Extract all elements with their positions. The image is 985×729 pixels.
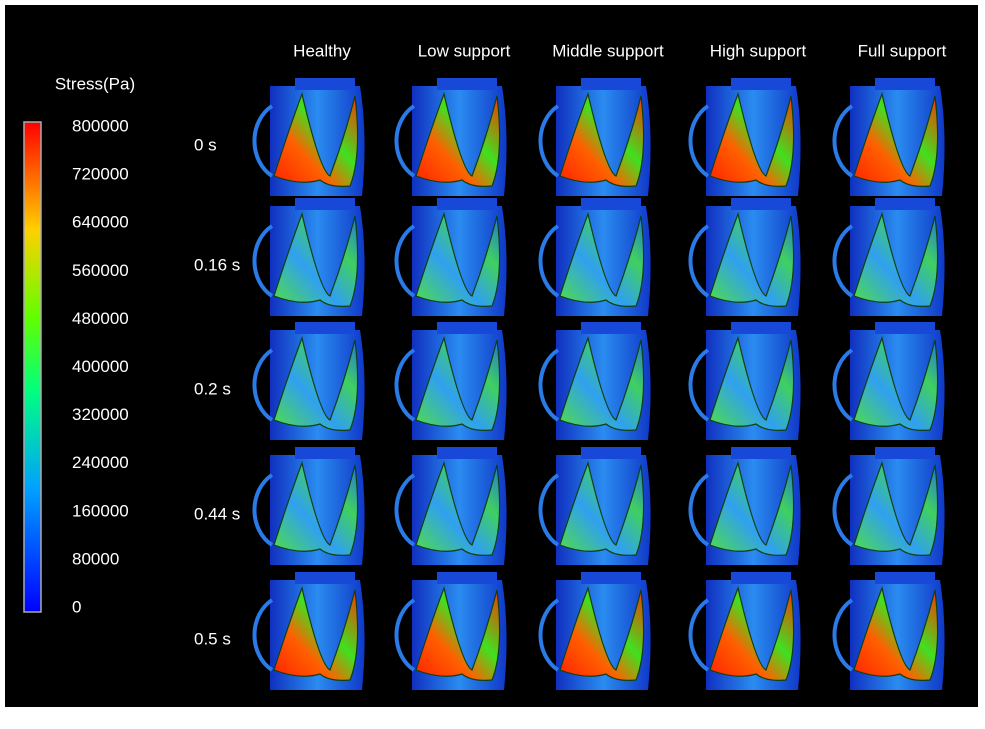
stress-panel — [540, 447, 650, 565]
vessel-top — [731, 447, 791, 459]
vessel-top — [581, 572, 641, 584]
vessel-top — [731, 78, 791, 90]
figure: Stress(Pa) 0 80000 160000 240000 320000 40000… — [0, 0, 985, 729]
stress-panel — [690, 198, 800, 316]
vessel-top — [581, 198, 641, 210]
stress-panel — [834, 447, 944, 565]
stress-panel — [690, 78, 800, 196]
vessel-top — [437, 322, 497, 334]
stress-panel — [690, 447, 800, 565]
stress-panel — [254, 322, 364, 440]
stress-panel — [254, 78, 364, 196]
column-label: High support — [710, 41, 807, 60]
stress-panel — [540, 322, 650, 440]
vessel-top — [295, 78, 355, 90]
column-label: Full support — [858, 41, 947, 60]
vessel-top — [581, 78, 641, 90]
stress-panel — [834, 78, 944, 196]
vessel-top — [437, 572, 497, 584]
row-label: 0.44 s — [194, 504, 240, 523]
row-label: 0.5 s — [194, 629, 231, 648]
stress-panel — [540, 572, 650, 690]
vessel-top — [581, 322, 641, 334]
colorbar-tick-label: 800000 — [72, 116, 129, 135]
colorbar-tick-label: 720000 — [72, 165, 129, 184]
row-label: 0.2 s — [194, 379, 231, 398]
stress-panel — [396, 572, 506, 690]
column-label: Middle support — [552, 41, 664, 60]
vessel-top — [875, 198, 935, 210]
stress-panel — [254, 198, 364, 316]
stress-panel — [834, 322, 944, 440]
vessel-top — [731, 572, 791, 584]
colorbar-tick-label: 400000 — [72, 357, 129, 376]
stress-panel — [690, 322, 800, 440]
vessel-top — [875, 78, 935, 90]
vessel-top — [875, 322, 935, 334]
stress-panel — [540, 78, 650, 196]
colorbar — [24, 122, 41, 612]
stress-panel — [690, 572, 800, 690]
vessel-top — [437, 198, 497, 210]
vessel-top — [295, 447, 355, 459]
colorbar-tick-label: 80000 — [72, 549, 119, 568]
stress-panel — [254, 572, 364, 690]
vessel-top — [875, 447, 935, 459]
vessel-top — [437, 447, 497, 459]
vessel-top — [731, 322, 791, 334]
vessel-top — [581, 447, 641, 459]
stress-panel — [396, 447, 506, 565]
vessel-top — [295, 572, 355, 584]
colorbar-tick-label: 240000 — [72, 453, 129, 472]
stress-panel — [834, 198, 944, 316]
row-label: 0.16 s — [194, 255, 240, 274]
stress-panel — [254, 447, 364, 565]
stress-panel — [834, 572, 944, 690]
vessel-top — [295, 198, 355, 210]
vessel-top — [437, 78, 497, 90]
column-label: Low support — [418, 41, 511, 60]
stress-panel — [540, 198, 650, 316]
colorbar-tick-label: 320000 — [72, 405, 129, 424]
stress-panel — [396, 198, 506, 316]
colorbar-title: Stress(Pa) — [55, 74, 135, 93]
stress-panel — [396, 78, 506, 196]
row-label: 0 s — [194, 135, 217, 154]
vessel-top — [731, 198, 791, 210]
colorbar-tick-label: 480000 — [72, 309, 129, 328]
vessel-top — [295, 322, 355, 334]
colorbar-tick-label: 0 — [72, 597, 81, 616]
colorbar-tick-label: 160000 — [72, 501, 129, 520]
column-label: Healthy — [293, 41, 351, 60]
colorbar-tick-label: 640000 — [72, 213, 129, 232]
colorbar-tick-label: 560000 — [72, 261, 129, 280]
stress-panel — [396, 322, 506, 440]
vessel-top — [875, 572, 935, 584]
